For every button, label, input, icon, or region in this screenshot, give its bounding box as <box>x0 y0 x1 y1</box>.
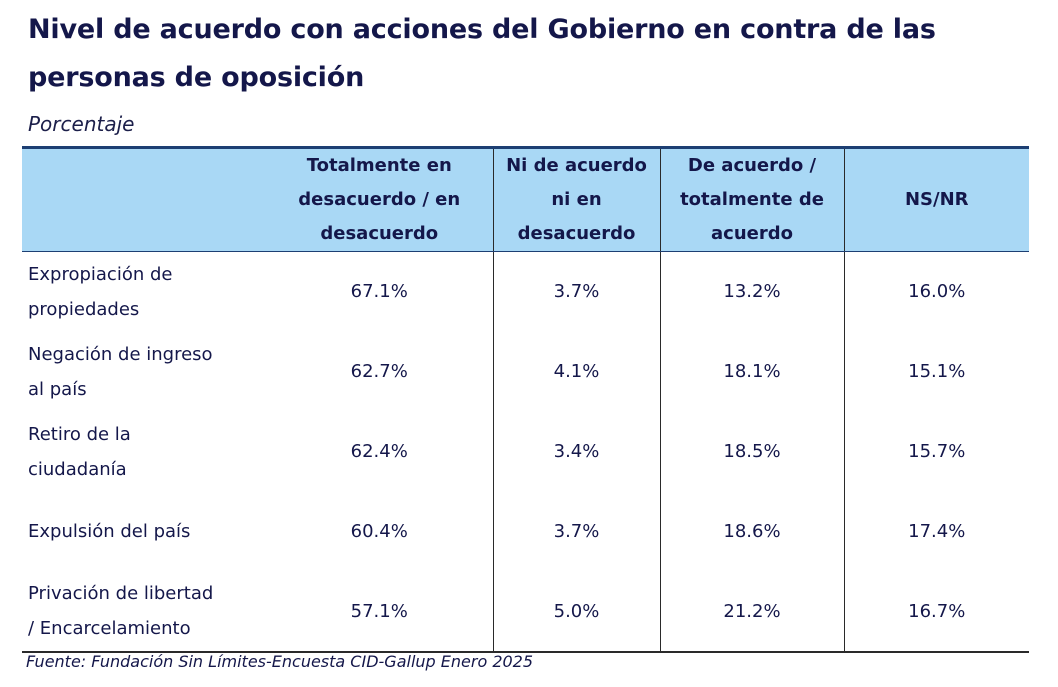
value-desacuerdo: 62.4% <box>350 441 408 462</box>
value-acuerdo: 18.5% <box>659 411 844 492</box>
table-row: Retiro de la ciudadanía 62.4% 3.4% 18.5% 15.7… <box>22 411 1029 492</box>
value-neutral: 3.7% <box>492 491 660 572</box>
row-label: Retiro de la ciudadanía <box>22 412 266 492</box>
row-label-line: Negación de ingreso <box>28 343 213 365</box>
header-text-line: ni en <box>551 189 602 210</box>
header-text-line: desacuerdo <box>320 223 439 244</box>
header-text-line: Totalmente en <box>306 155 452 176</box>
row-label-line: Retiro de la <box>28 423 131 445</box>
value-neutral: 4.1% <box>492 331 660 412</box>
value-nsnr: 16.0% <box>843 251 1029 332</box>
value-neutral: 5.0% <box>492 571 660 653</box>
row-label-line: ciudadanía <box>28 458 127 480</box>
value-nsnr: 16.7% <box>843 571 1029 653</box>
row-label-line: Expulsión del país <box>28 521 191 542</box>
table-header: Totalmente en desacuerdo / en desacuerdo Ni… <box>22 146 1029 252</box>
header-desacuerdo: Totalmente en desacuerdo / en desacuerdo <box>266 146 493 252</box>
value-desacuerdo: 67.1% <box>350 281 408 303</box>
value-desacuerdo: 60.4% <box>350 521 408 542</box>
value-neutral: 3.4% <box>492 411 660 492</box>
row-label-line: Expropiación de <box>28 263 173 285</box>
table-row: Privación de libertad / Encarcelamiento 57… <box>22 571 1029 653</box>
value-acuerdo: 13.2% <box>659 251 844 332</box>
value-nsnr: 15.7% <box>843 411 1029 492</box>
value-acuerdo: 21.2% <box>659 571 844 653</box>
value-acuerdo: 18.1% <box>659 331 844 412</box>
row-label: Negación de ingreso al país <box>22 332 266 412</box>
value-nsnr: 15.1% <box>843 331 1029 412</box>
header-neutral: Ni de acuerdo ni en desacuerdo <box>492 146 660 252</box>
header-nsnr: NS/NR <box>843 146 1029 252</box>
table-row: Expulsión del país 60.4% 3.7% 18.6% 17.4% <box>22 491 1029 572</box>
header-row: Totalmente en desacuerdo / en desacuerdo Ni… <box>22 146 1029 252</box>
source-note: Fuente: Fundación Sin Límites-Encuesta C… <box>26 652 534 671</box>
header-text-line: De acuerdo / <box>687 155 817 176</box>
chart-title-line-1: Nivel de acuerdo con acciones del Gobier… <box>28 14 936 45</box>
value-acuerdo: 18.6% <box>659 491 844 572</box>
header-text-line: NS/NR <box>904 189 969 210</box>
value-neutral: 3.7% <box>492 251 660 332</box>
row-label-line: Privación de libertad <box>28 583 214 604</box>
header-text-line: desacuerdo <box>517 223 636 244</box>
row-label: Privación de libertad / Encarcelamiento <box>22 571 266 653</box>
header-text-line: desacuerdo / en <box>298 189 461 210</box>
row-label-line: propiedades <box>28 298 140 320</box>
table-row: Expropiación de propiedades 67.1% 3.7% 13.2%… <box>22 251 1029 332</box>
header-text-line: totalmente de <box>680 189 824 210</box>
chart-title: Nivel de acuerdo con acciones del Gobier… <box>28 6 1038 102</box>
table-row: Negación de ingreso al país 62.7% 4.1% 18.1%… <box>22 331 1029 412</box>
header-text-line: acuerdo <box>711 223 793 244</box>
value-desacuerdo: 57.1% <box>266 571 493 653</box>
header-empty <box>22 146 266 252</box>
value-nsnr: 17.4% <box>843 491 1029 572</box>
row-label-line: al país <box>28 378 87 400</box>
row-label-line: / Encarcelamiento <box>28 618 191 639</box>
row-label: Expulsión del país <box>22 492 266 572</box>
table-body: Expropiación de propiedades 67.1% 3.7% 13.2%… <box>22 251 1029 653</box>
row-label: Expropiación de propiedades <box>22 252 266 332</box>
header-acuerdo: De acuerdo / totalmente de acuerdo <box>659 146 844 252</box>
value-desacuerdo: 62.7% <box>350 361 408 382</box>
header-text-line: Ni de acuerdo <box>506 155 647 176</box>
chart-title-line-2: personas de oposición <box>28 62 365 93</box>
chart-subtitle: Porcentaje <box>28 112 135 136</box>
data-table: Totalmente en desacuerdo / en desacuerdo Ni… <box>22 146 1029 653</box>
